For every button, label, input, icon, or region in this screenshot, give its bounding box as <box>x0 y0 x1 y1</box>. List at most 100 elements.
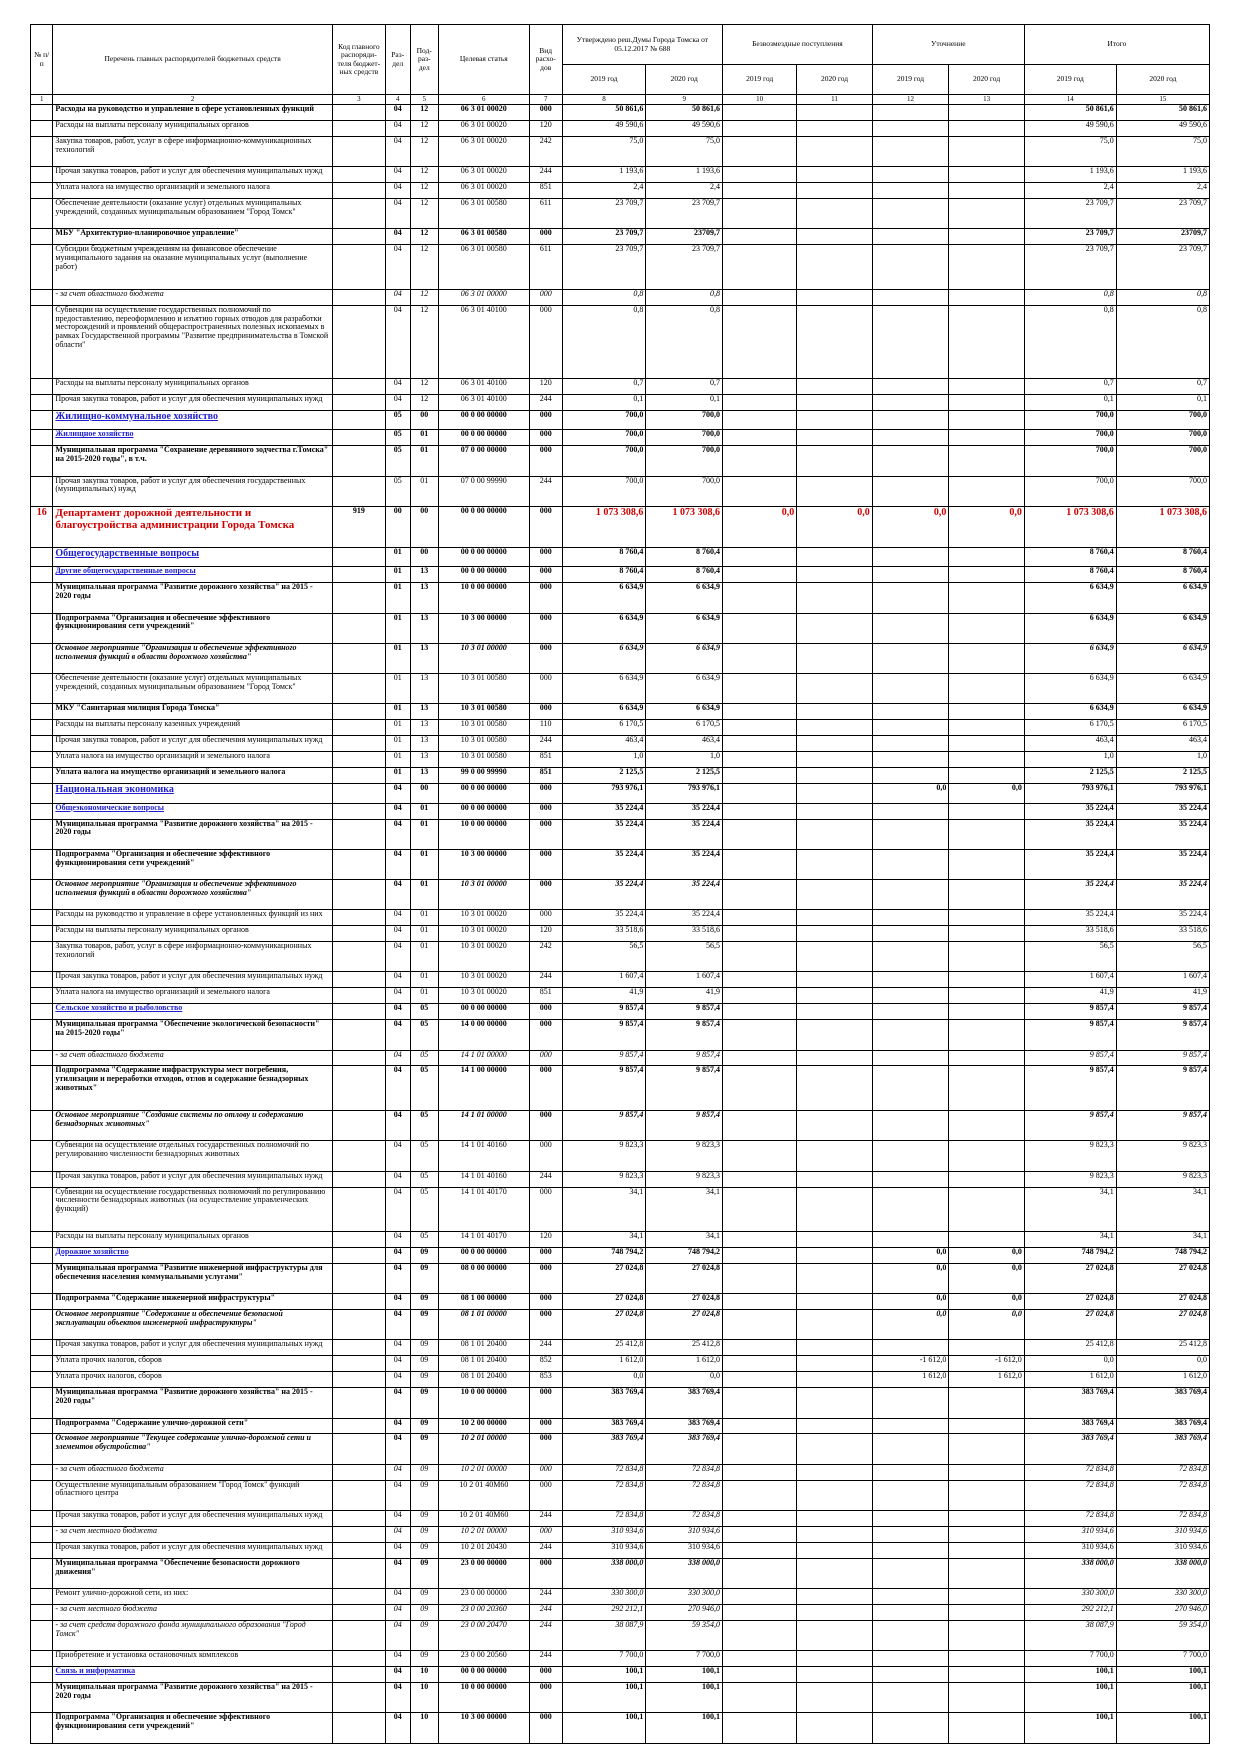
table-cell <box>29 566 54 584</box>
table-cell: 04 <box>384 1712 411 1744</box>
table-row: МКУ "Санитарная милиция Города Томска" 01… <box>29 703 1211 721</box>
table-cell: 08 1 01 20400 <box>437 1371 530 1389</box>
table-cell: 700,0 <box>645 429 724 447</box>
table-cell: Национальная экономика <box>52 783 333 804</box>
table-cell: 700,0 <box>561 429 647 447</box>
table-cell: 04 <box>384 1525 411 1543</box>
table-cell <box>871 445 950 477</box>
table-cell <box>796 987 873 1005</box>
table-cell <box>871 1603 950 1621</box>
table-cell <box>29 1557 54 1590</box>
table-cell <box>722 848 798 881</box>
table-cell <box>871 104 950 121</box>
table-cell: 1 612,0 <box>1115 1371 1211 1389</box>
table-cell: 09 <box>409 1509 439 1527</box>
table-row: Подпрограмма "Содержание инфраструктуры … <box>29 1065 1211 1112</box>
table-cell <box>796 1509 873 1527</box>
table-cell: 853 <box>528 1371 563 1389</box>
table-cell: 09 <box>409 1557 439 1590</box>
table-row: Прочая закупка товаров, работ и услуг дл… <box>29 735 1211 753</box>
column-number: 4 <box>384 94 411 105</box>
table-cell: 59 354,0 <box>645 1619 724 1652</box>
table-cell: 10 3 01 00020 <box>437 987 530 1005</box>
table-cell: 00 0 00 00000 <box>437 429 530 447</box>
table-cell: 9 823,3 <box>645 1170 724 1188</box>
table-cell: 310 934,6 <box>1115 1525 1211 1543</box>
table-cell: 01 <box>409 848 439 881</box>
table-cell: 383 769,4 <box>1115 1433 1211 1465</box>
table-row: Расходы на выплаты персоналу казенных уч… <box>29 719 1211 737</box>
table-cell: 07 0 00 00000 <box>437 445 530 477</box>
table-cell <box>29 1666 54 1684</box>
table-cell: 00 <box>409 505 439 548</box>
table-cell: Уплата налога на имущество организаций и… <box>52 987 333 1005</box>
table-cell: 34,1 <box>645 1231 724 1249</box>
table-cell: - за счет областного бюджета <box>52 1049 333 1067</box>
column-header: Вид расхо-дов <box>528 24 563 95</box>
table-cell: 383 769,4 <box>561 1433 647 1465</box>
table-cell <box>29 818 54 850</box>
table-cell <box>796 1065 873 1112</box>
table-cell: 09 <box>409 1541 439 1559</box>
table-cell <box>29 304 54 379</box>
table-cell <box>796 1650 873 1668</box>
table-cell: Муниципальная программа "Сохранение дере… <box>52 445 333 477</box>
table-row: Расходы на выплаты персоналу муниципальн… <box>29 119 1211 137</box>
table-cell: 00 0 00 00000 <box>437 546 530 568</box>
table-cell: 244 <box>528 971 563 989</box>
table-row: Общеэкономические вопросы 04 01 00 0 00 000… <box>29 802 1211 820</box>
table-cell: 2,4 <box>1023 182 1117 200</box>
table-cell <box>722 304 798 379</box>
table-cell: 9 857,4 <box>1023 1019 1117 1051</box>
table-cell <box>796 1479 873 1511</box>
table-cell: 919 <box>331 505 386 548</box>
table-cell <box>948 475 1025 507</box>
table-cell: 04 <box>384 166 411 184</box>
table-cell: 01 <box>409 475 439 507</box>
table-cell: 50 861,6 <box>561 104 647 121</box>
table-cell <box>29 909 54 927</box>
table-row: - за счет областного бюджета 04 12 06 3 01 … <box>29 288 1211 306</box>
table-cell <box>722 182 798 200</box>
table-cell: 06 3 01 00020 <box>437 104 530 121</box>
table-cell <box>948 166 1025 184</box>
table-cell <box>871 393 950 411</box>
table-cell: 100,1 <box>645 1666 724 1684</box>
table-cell <box>331 1712 386 1744</box>
table-cell: 72 834,8 <box>645 1509 724 1527</box>
table-cell <box>722 735 798 753</box>
table-cell: 72 834,8 <box>561 1509 647 1527</box>
table-cell: 10 0 00 00000 <box>437 1682 530 1714</box>
table-cell: 000 <box>528 879 563 911</box>
table-cell: 2,4 <box>1115 182 1211 200</box>
table-cell: 01 <box>409 818 439 850</box>
table-cell: 1 073 308,6 <box>561 505 647 548</box>
table-cell: 04 <box>384 198 411 230</box>
table-cell <box>871 971 950 989</box>
table-cell: 06 3 01 00580 <box>437 198 530 230</box>
table-cell: 9 823,3 <box>1023 1170 1117 1188</box>
table-cell <box>29 244 54 290</box>
table-cell: 0,7 <box>1023 377 1117 395</box>
table-row: Уплата прочих налогов, сборов 04 09 08 1 01… <box>29 1355 1211 1373</box>
table-cell <box>331 166 386 184</box>
table-cell: 700,0 <box>561 475 647 507</box>
table-cell: 14 0 00 00000 <box>437 1019 530 1051</box>
table-cell: 100,1 <box>561 1712 647 1744</box>
table-cell <box>722 767 798 785</box>
table-header: № п/п Перечень главных распорядителей бюд… <box>29 24 1211 105</box>
table-cell: 04 <box>384 1463 411 1481</box>
table-cell <box>948 182 1025 200</box>
table-cell: 1 073 308,6 <box>645 505 724 548</box>
table-cell <box>29 166 54 184</box>
table-cell <box>871 802 950 820</box>
table-cell <box>948 135 1025 168</box>
column-header: Под-раз-дел <box>409 24 439 95</box>
table-cell: 08 1 00 00000 <box>437 1293 530 1311</box>
table-cell: Общегосударственные вопросы <box>52 546 333 568</box>
table-cell <box>948 1682 1025 1714</box>
table-cell: Подпрограмма "Организация и обеспечение … <box>52 848 333 881</box>
table-cell <box>948 751 1025 769</box>
table-cell: 01 <box>384 767 411 785</box>
table-cell: 04 <box>384 1065 411 1112</box>
